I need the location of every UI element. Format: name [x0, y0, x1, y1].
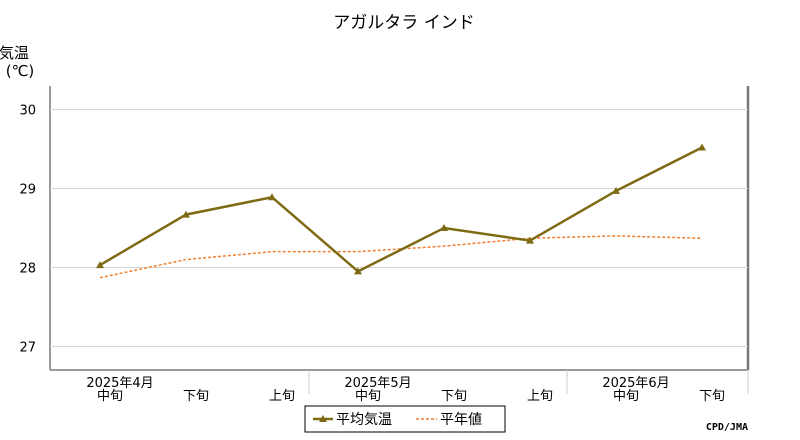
legend-label-normal: 平年値	[440, 412, 482, 428]
data-point-avg	[612, 186, 620, 194]
data-point-avg	[96, 261, 104, 269]
data-point-avg	[526, 236, 534, 244]
chart-title: アガルタラ インド	[333, 13, 474, 33]
legend-label-avg: 平均気温	[336, 412, 392, 428]
data-point-avg	[698, 143, 706, 151]
x-tick-label: 上旬	[527, 389, 553, 404]
credit: CPD/JMA	[706, 422, 748, 433]
series-line-avg	[99, 146, 703, 273]
data-point-avg	[354, 267, 362, 275]
legend-swatch-avg-marker	[319, 415, 327, 422]
x-month-label: 2025年4月	[86, 376, 153, 391]
series-line-normal	[99, 235, 703, 279]
y-axis-label-line1: 気温	[0, 44, 29, 62]
y-tick-label: 28	[19, 261, 36, 276]
legend-box	[304, 405, 506, 433]
y-tick-label: 30	[19, 104, 36, 119]
x-tick-label: 中旬	[355, 389, 381, 404]
x-month-label: 2025年6月	[602, 376, 669, 391]
x-tick-label: 上旬	[269, 389, 295, 404]
x-tick-label: 下旬	[183, 389, 209, 404]
x-tick-label: 下旬	[441, 389, 467, 404]
data-point-avg	[440, 224, 448, 231]
plot-area	[50, 86, 748, 370]
y-tick-label: 29	[19, 183, 36, 198]
legend: 平均気温 平年値	[304, 405, 506, 433]
x-tick-label: 下旬	[699, 389, 725, 404]
x-tick-label: 中旬	[613, 389, 639, 404]
data-point-avg	[182, 210, 190, 218]
data-point-avg	[268, 193, 276, 201]
y-tick-label: 27	[19, 340, 36, 355]
y-axis-label-line2: (℃)	[6, 62, 35, 80]
x-month-label: 2025年5月	[344, 376, 411, 391]
x-tick-label: 中旬	[97, 389, 123, 404]
